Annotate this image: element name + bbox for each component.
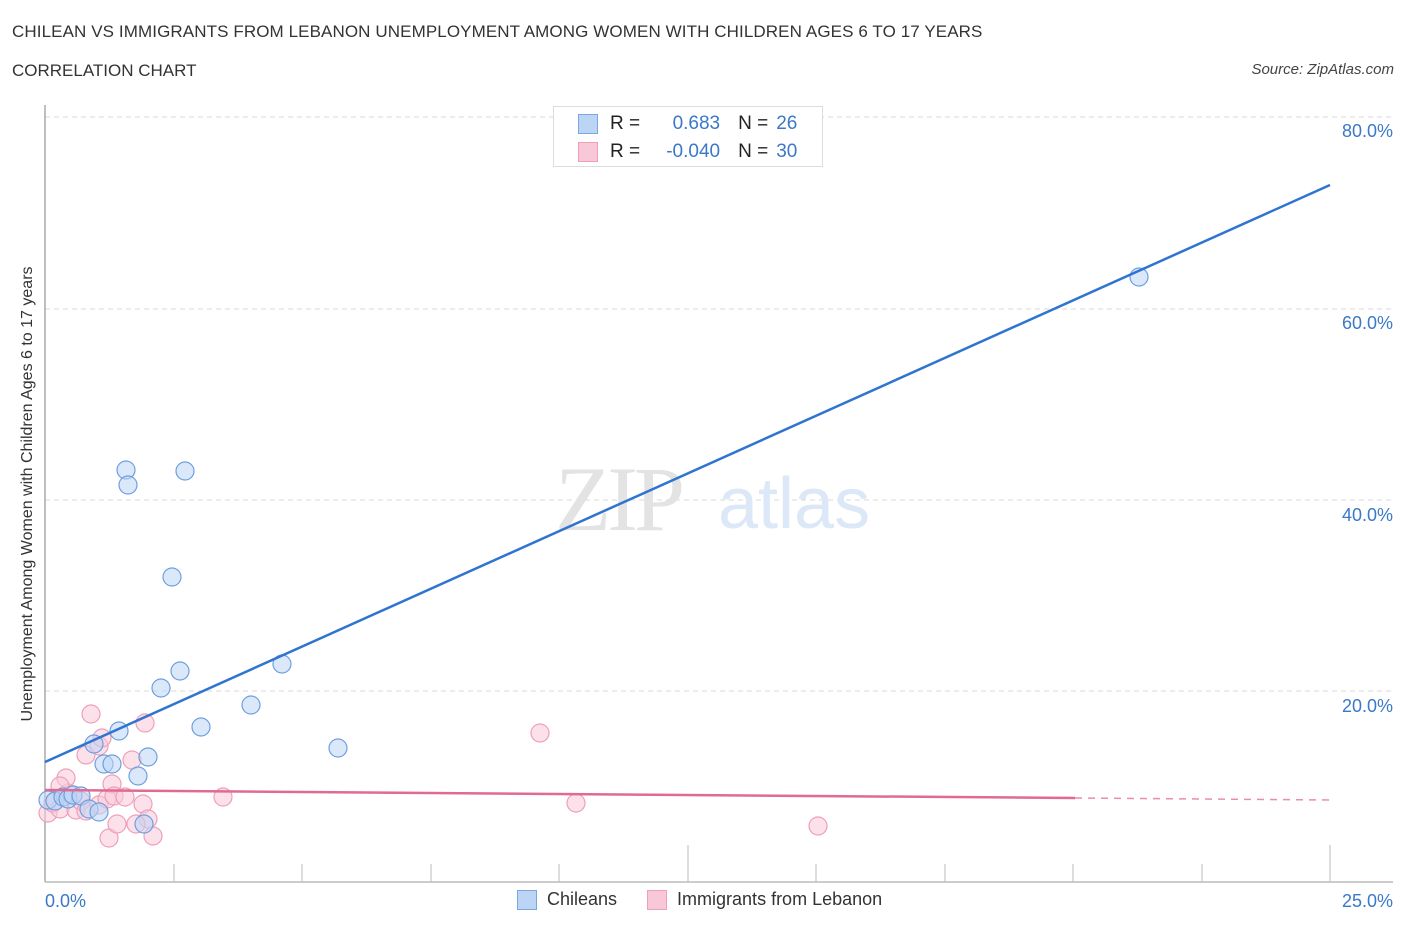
r-label: R = bbox=[610, 113, 641, 134]
y-tick-80: 80.0% bbox=[1341, 121, 1393, 141]
svg-text:ZIP: ZIP bbox=[555, 448, 682, 550]
legend-item-chileans[interactable]: Chileans bbox=[517, 889, 617, 910]
chileans-swatch bbox=[578, 114, 598, 134]
gridlines bbox=[45, 116, 1393, 692]
n-label: N = bbox=[738, 141, 769, 162]
source-label: Source: ZipAtlas.com bbox=[1251, 61, 1394, 78]
lebanon-swatch bbox=[647, 889, 668, 910]
legend-label: Chileans bbox=[547, 889, 618, 909]
chart-subtitle: CORRELATION CHART bbox=[12, 61, 197, 80]
y-tick-60: 60.0% bbox=[1341, 313, 1393, 333]
x-tick-0: 0.0% bbox=[45, 891, 87, 911]
lebanon-trendline bbox=[44, 788, 1076, 800]
chileans-points bbox=[38, 267, 1149, 834]
series-legend: Chileans Immigrants from Lebanon bbox=[517, 889, 912, 910]
r-label: R = bbox=[610, 141, 641, 162]
r-value: -0.040 bbox=[666, 141, 721, 162]
svg-text:atlas: atlas bbox=[718, 464, 870, 544]
stats-row-lebanon: R = -0.040 N = 30 bbox=[578, 140, 797, 164]
x-tick-marks bbox=[173, 845, 1331, 882]
y-tick-40: 40.0% bbox=[1341, 505, 1393, 525]
lebanon-trendline-extension bbox=[1074, 797, 1331, 801]
y-tick-20: 20.0% bbox=[1341, 696, 1393, 716]
legend-label: Immigrants from Lebanon bbox=[677, 889, 883, 909]
legend-item-lebanon[interactable]: Immigrants from Lebanon bbox=[647, 889, 882, 910]
stats-row-chileans: R = 0.683 N = 26 bbox=[578, 112, 797, 136]
chileans-trendline bbox=[44, 183, 1331, 764]
lebanon-swatch bbox=[578, 142, 598, 162]
n-value: 26 bbox=[776, 113, 798, 134]
chileans-swatch bbox=[517, 889, 537, 910]
chart-title: CHILEAN VS IMMIGRANTS FROM LEBANON UNEMP… bbox=[12, 22, 983, 41]
x-tick-25: 25.0% bbox=[1341, 891, 1393, 911]
n-label: N = bbox=[738, 113, 769, 134]
zipatlas-watermark: ZIP atlas bbox=[555, 448, 870, 550]
r-value: 0.683 bbox=[672, 113, 721, 134]
lebanon-points bbox=[38, 704, 828, 848]
stats-legend: R = 0.683 N = 26 R = -0.040 N = 30 bbox=[553, 106, 823, 167]
y-axis-label: Unemployment Among Women with Children A… bbox=[19, 266, 36, 722]
n-value: 30 bbox=[776, 141, 798, 162]
